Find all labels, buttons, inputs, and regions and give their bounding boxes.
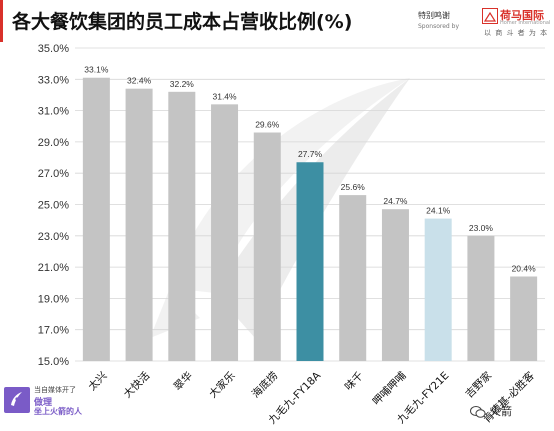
sponsor-block: 特别鸣谢 Sponsored by 荷马国际 Homer Internation… <box>418 6 550 40</box>
x-category-label: 大快活 <box>121 369 153 401</box>
wechat-account-name: 火箭 <box>490 405 512 418</box>
y-tick-label: 31.0% <box>38 106 69 118</box>
sponsor-brand: 荷马国际 <box>500 9 544 22</box>
y-tick-label: 19.0% <box>38 293 69 305</box>
bar-value-label: 33.1% <box>84 65 109 75</box>
x-category-label: 吉野家 <box>463 369 495 401</box>
x-category-label: 呷哺呷哺 <box>370 369 409 408</box>
y-tick-label: 23.0% <box>38 231 69 243</box>
bar <box>510 276 538 361</box>
sponsor-brand-en: Homer International <box>500 20 551 26</box>
y-tick-label: 33.0% <box>38 74 69 86</box>
source-logo: 当自媒体开了 做理 坐上火箭的人 <box>2 381 110 431</box>
rocket-icon <box>4 387 30 413</box>
y-axis: 15.0% 17.0% 19.0% 21.0% 23.0% 25.0% 27.0% 29.0%… <box>38 43 69 368</box>
source-line1: 当自媒体开了 <box>34 386 76 394</box>
source-line3: 坐上火箭的人 <box>34 407 82 416</box>
x-category-label: 翠华 <box>171 369 195 393</box>
x-category-label: 味千 <box>343 370 366 393</box>
sponsor-line1: 特别鸣谢 <box>418 11 450 20</box>
y-tick-label: 17.0% <box>38 325 69 337</box>
y-tick-label: 35.0% <box>38 43 69 55</box>
bar <box>381 209 409 361</box>
title-accent-bar <box>0 0 3 42</box>
sponsor-logo-icon <box>482 8 498 24</box>
bar <box>125 88 153 361</box>
bar-value-label: 20.4% <box>512 263 537 273</box>
sponsor-slogan: 以 商 斗 者 为 本 <box>484 29 549 37</box>
y-tick-label: 27.0% <box>38 168 69 180</box>
bar-value-label: 23.0% <box>469 223 494 233</box>
wechat-icon <box>470 404 486 418</box>
bar-value-label: 29.6% <box>255 120 280 130</box>
bar-value-label: 24.1% <box>426 206 451 216</box>
bars <box>82 77 538 362</box>
source-line2: 做理 <box>34 398 53 408</box>
bar <box>211 104 239 361</box>
value-labels: 33.1% 32.4% 32.2% 31.4% 29.6% 27.7% 25.6% 24.7%… <box>84 65 536 274</box>
bar-value-label: 24.7% <box>383 196 408 206</box>
y-tick-label: 29.0% <box>38 137 69 149</box>
bar-value-label: 25.6% <box>341 182 366 192</box>
bar-value-label: 32.4% <box>127 76 152 86</box>
y-tick-label: 15.0% <box>38 356 69 368</box>
bar <box>467 235 495 361</box>
chart-title: 各大餐饮集团的员工成本占营收比例(%) <box>12 11 353 33</box>
bar <box>339 195 367 361</box>
bar <box>424 218 452 361</box>
x-category-label: 海底捞 <box>249 369 280 400</box>
title-bar: 各大餐饮集团的员工成本占营收比例(%) <box>0 0 554 42</box>
sponsor-caption: 特别鸣谢 Sponsored by <box>418 10 459 32</box>
bar <box>253 132 281 361</box>
bar <box>168 91 196 361</box>
bar-value-label: 32.2% <box>170 79 195 89</box>
y-tick-label: 21.0% <box>38 262 69 274</box>
bar-value-label: 31.4% <box>212 91 237 101</box>
sponsor-line2: Sponsored by <box>418 23 459 30</box>
bar <box>82 77 110 362</box>
bar <box>296 162 324 361</box>
bar-value-label: 27.7% <box>298 149 323 159</box>
x-category-label: 大家乐 <box>206 369 238 401</box>
y-tick-label: 25.0% <box>38 200 69 212</box>
bar-chart: 15.0% 17.0% 19.0% 21.0% 23.0% 25.0% 27.0% 29.0%… <box>38 43 545 427</box>
